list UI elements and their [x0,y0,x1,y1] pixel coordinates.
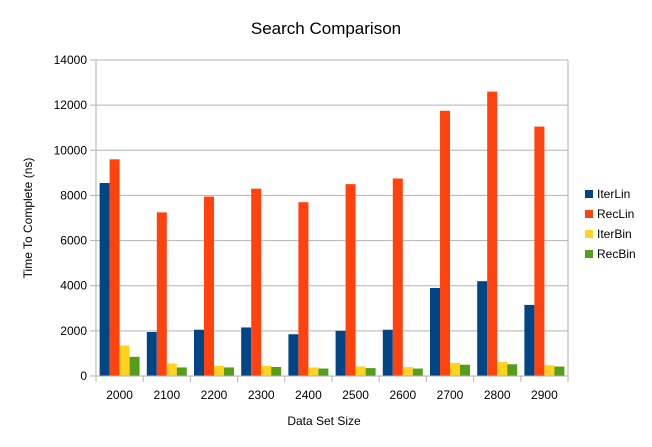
bar-iterbin-2800 [497,362,508,376]
bar-recbin-2200 [224,367,234,376]
axes [95,60,569,377]
bar-reclin-2700 [440,110,450,377]
bar-reclin-2000 [109,159,120,376]
bar-recbin-2700 [460,364,470,376]
bar-reclin-2200 [204,196,214,376]
y-tick-label: 8000 [60,188,87,202]
x-axis-label: Data Set Size [287,414,361,428]
bar-recbin-2100 [176,367,187,376]
bar-recbin-2400 [318,368,329,376]
bar-reclin-2100 [156,212,167,376]
y-axis-label: Time To Complete (ns) [21,158,35,279]
x-tick-label: 2200 [201,388,228,402]
x-tick-label: 2000 [106,388,133,402]
x-tick-label: 2100 [153,388,180,402]
y-tick-labels: 0 2000 4000 6000 8000 10000 12000 14000 [54,53,88,383]
bar-iterlin-2500 [335,330,346,376]
bar-iterbin-2500 [355,366,366,376]
legend-swatch-iterlin [585,190,593,198]
bar-iterbin-2600 [402,366,413,376]
bar-recbin-2500 [365,368,376,376]
bar-reclin-2800 [487,91,498,376]
y-tick-label: 4000 [60,279,87,293]
bars [99,91,565,377]
x-tick-label: 2600 [389,388,416,402]
y-tick-label: 0 [80,369,87,383]
bar-reclin-2400 [298,202,309,376]
bar-iterbin-2000 [119,345,130,376]
bar-recbin-2900 [554,366,565,376]
bar-recbin-2600 [412,368,423,376]
bar-reclin-2300 [251,188,262,376]
legend-label-iterbin: IterBin [597,227,632,241]
bar-iterbin-2400 [308,367,319,376]
bar-iterlin-2300 [241,327,252,376]
bar-iterlin-2000 [99,183,110,376]
bar-iterlin-2200 [194,329,204,376]
bar-iterbin-2100 [166,363,177,376]
bar-iterlin-2900 [524,304,535,376]
legend-label-reclin: RecLin [597,207,634,221]
legend-swatch-iterbin [585,230,593,238]
legend-swatch-reclin [585,210,593,218]
legend: IterLin RecLin IterBin RecBin [585,187,636,261]
x-tick-label: 2900 [531,388,558,402]
bar-iterbin-2300 [261,365,272,376]
bar-reclin-2900 [534,126,545,376]
bar-iterbin-2700 [450,362,460,376]
x-tick-label: 2300 [248,388,275,402]
bar-iterlin-2400 [288,334,299,376]
x-tick-label: 2400 [295,388,322,402]
x-tick-labels: 2000 2100 2200 2300 2400 2500 2600 2700 2800 2900 [106,388,558,402]
y-tick-label: 2000 [60,324,87,338]
bar-iterlin-2800 [477,281,488,376]
bar-iterlin-2600 [382,329,393,376]
bar-reclin-2500 [345,184,356,376]
legend-swatch-recbin [585,250,593,258]
y-tick-label: 12000 [54,98,88,112]
bar-iterlin-2700 [430,287,440,376]
bar-recbin-2800 [507,364,518,376]
bar-recbin-2000 [129,356,140,376]
bar-iterbin-2200 [214,365,224,376]
y-tick-label: 10000 [54,143,88,157]
x-tick-label: 2700 [437,388,464,402]
y-tick-label: 6000 [60,234,87,248]
bar-recbin-2300 [271,366,282,376]
chart-title: Search Comparison [251,19,401,38]
bar-reclin-2600 [392,178,403,376]
y-tick-label: 14000 [54,53,88,67]
bar-iterbin-2900 [544,365,555,376]
x-tick-label: 2800 [484,388,511,402]
x-tick-label: 2500 [342,388,369,402]
legend-label-recbin: RecBin [597,247,636,261]
legend-label-iterlin: IterLin [597,187,630,201]
bar-iterlin-2100 [146,331,157,376]
